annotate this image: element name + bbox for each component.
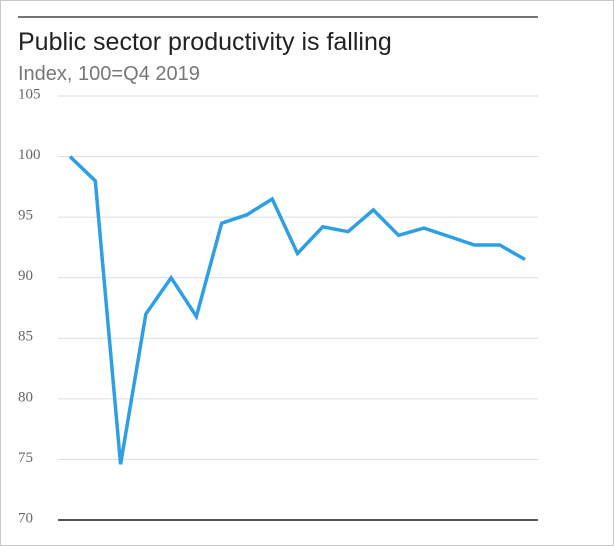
chart-subtitle: Index, 100=Q4 2019 — [18, 63, 200, 85]
y-tick-label: 105 — [18, 86, 41, 102]
y-tick-label: 95 — [18, 208, 33, 224]
y-tick-label: 70 — [18, 510, 33, 526]
y-tick-label: 75 — [18, 450, 33, 466]
y-tick-label: 90 — [18, 268, 33, 284]
y-tick-label: 80 — [18, 389, 33, 405]
y-tick-label: 85 — [18, 329, 33, 345]
chart-title: Public sector productivity is falling — [18, 28, 392, 56]
y-tick-label: 100 — [18, 147, 41, 163]
data-line — [68, 155, 526, 465]
